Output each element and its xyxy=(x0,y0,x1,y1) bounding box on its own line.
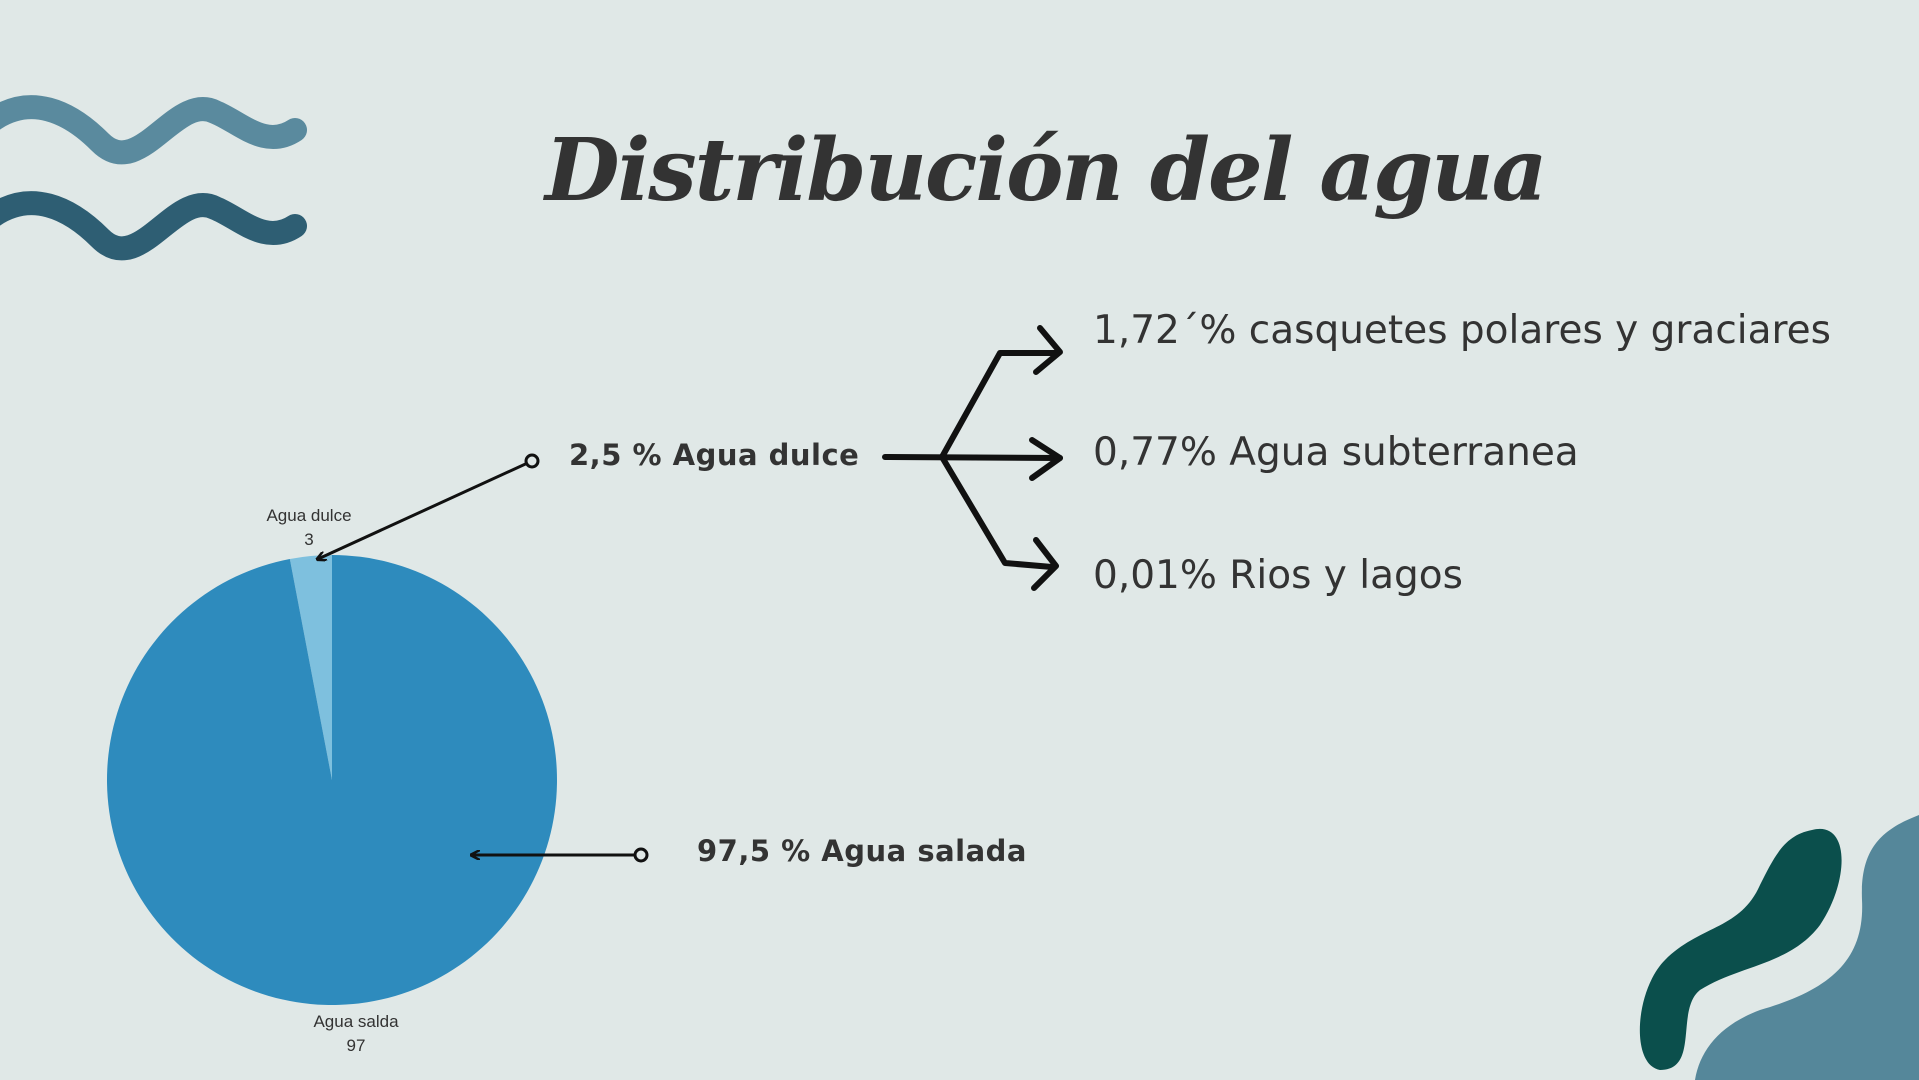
blob-light-decoration xyxy=(1695,815,1919,1080)
pie-slice-agua-dulce xyxy=(289,555,332,780)
blob-dark-decoration xyxy=(1639,828,1842,1070)
pie-slices xyxy=(106,555,557,1005)
breakdown-polar-ice: 1,72´% casquetes polares y graciares xyxy=(1093,308,1831,353)
pie-label-fresh-name: Agua dulce xyxy=(266,506,352,525)
callout-fresh-water: 2,5 % Agua dulce xyxy=(569,438,860,472)
fresh-pointer-dot xyxy=(524,453,540,469)
fresh-pointer-line xyxy=(318,459,533,559)
pie-label-salt-value: 97 xyxy=(346,1036,366,1055)
slide-title: Distribución del agua xyxy=(545,120,1547,221)
pie-label-fresh-value: 3 xyxy=(304,530,314,549)
wave-top-decoration xyxy=(0,95,307,165)
callout-salt-water: 97,5 % Agua salada xyxy=(697,834,1027,868)
salt-pointer-dot xyxy=(633,847,649,863)
pie-label-fresh: Agua dulce 3 xyxy=(229,504,389,552)
branch-arrows xyxy=(882,325,1063,591)
pie-slice-agua-salda xyxy=(106,555,557,1005)
pie-label-salt: Agua salda 97 xyxy=(276,1010,436,1058)
pie-label-salt-name: Agua salda xyxy=(313,1012,399,1031)
wave-bottom-decoration xyxy=(0,191,307,261)
breakdown-rivers-lakes: 0,01% Rios y lagos xyxy=(1093,553,1463,598)
breakdown-groundwater: 0,77% Agua subterranea xyxy=(1093,430,1579,475)
